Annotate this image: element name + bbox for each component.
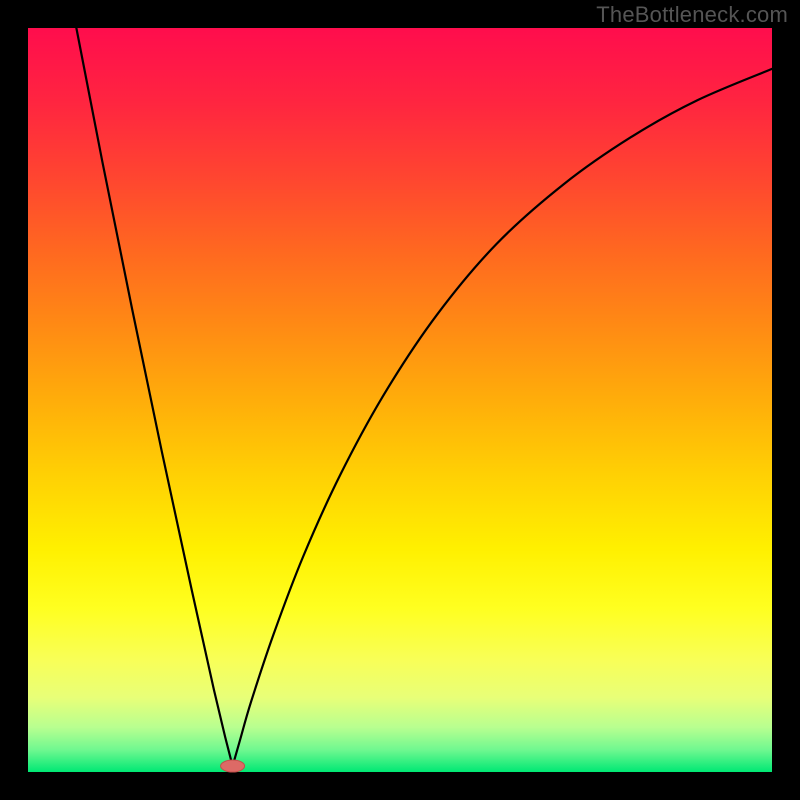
optimal-point-marker bbox=[221, 760, 245, 772]
watermark-text: TheBottleneck.com bbox=[596, 2, 788, 28]
chart-background-gradient bbox=[28, 28, 772, 772]
bottleneck-chart bbox=[0, 0, 800, 800]
